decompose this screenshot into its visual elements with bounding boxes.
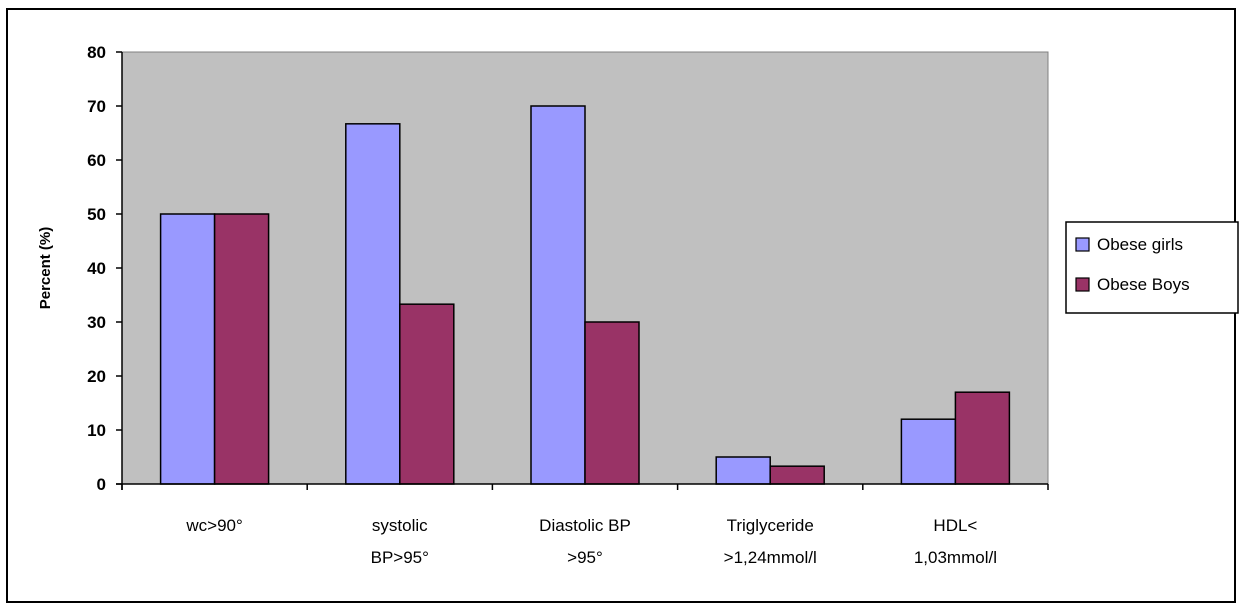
x-tick-label: BP>95° bbox=[371, 548, 429, 567]
legend: Obese girls Obese Boys bbox=[1065, 221, 1239, 314]
bar-obese-girls-4 bbox=[900, 418, 957, 485]
x-tick-label: wc>90° bbox=[185, 516, 242, 535]
y-tick-label: 50 bbox=[87, 205, 106, 224]
bar-obese-girls-0 bbox=[159, 213, 216, 485]
bar-obese-boys-2 bbox=[584, 321, 640, 485]
x-tick-label: Diastolic BP bbox=[539, 516, 631, 535]
bar-obese-girls-1 bbox=[345, 123, 401, 485]
bar-obese-boys-1 bbox=[399, 303, 455, 485]
y-axis-title: Percent (%) bbox=[37, 227, 54, 310]
y-tick-label: 80 bbox=[87, 43, 106, 62]
legend-swatch bbox=[1075, 237, 1090, 252]
x-tick-label: >1,24mmol/l bbox=[724, 548, 817, 567]
bar-obese-boys-3 bbox=[769, 465, 825, 485]
y-tick-label: 30 bbox=[87, 313, 106, 332]
x-tick-label: systolic bbox=[372, 516, 428, 535]
y-tick-label: 60 bbox=[87, 151, 106, 170]
x-tick-label: HDL< bbox=[933, 516, 977, 535]
legend-label: Obese girls bbox=[1097, 235, 1183, 254]
legend-label: Obese Boys bbox=[1097, 275, 1190, 294]
y-tick-label: 10 bbox=[87, 421, 106, 440]
bar-obese-boys-0 bbox=[213, 213, 270, 485]
bar-obese-boys-4 bbox=[954, 391, 1011, 485]
x-tick-label: 1,03mmol/l bbox=[914, 548, 997, 567]
bar-obese-girls-3 bbox=[715, 456, 771, 485]
y-tick-label: 0 bbox=[97, 475, 106, 494]
y-tick-label: 40 bbox=[87, 259, 106, 278]
x-tick-label: Triglyceride bbox=[727, 516, 814, 535]
bar-obese-girls-2 bbox=[530, 105, 586, 485]
legend-box bbox=[1065, 221, 1239, 314]
y-tick-label: 20 bbox=[87, 367, 106, 386]
x-tick-label: >95° bbox=[567, 548, 603, 567]
legend-swatch bbox=[1075, 277, 1090, 292]
y-tick-label: 70 bbox=[87, 97, 106, 116]
